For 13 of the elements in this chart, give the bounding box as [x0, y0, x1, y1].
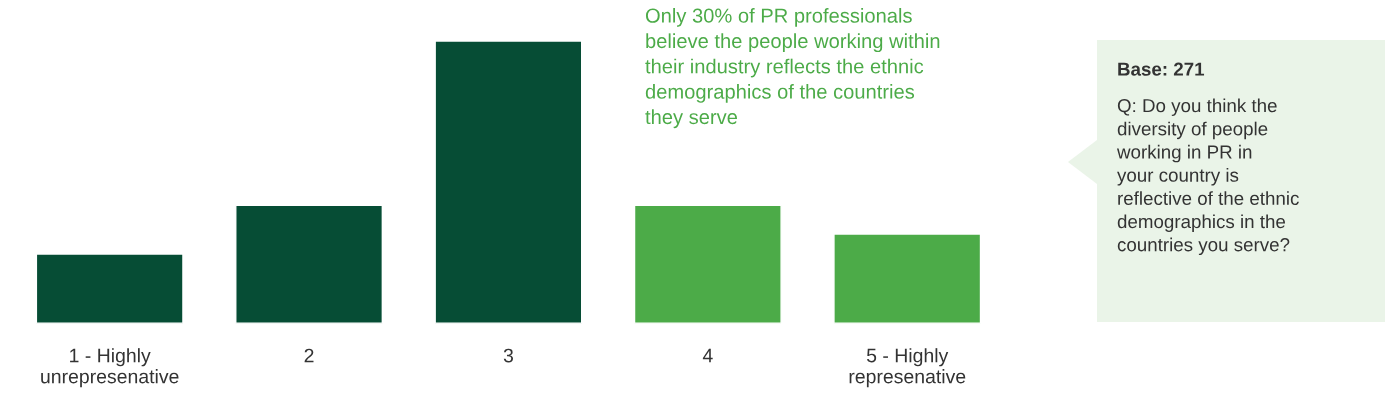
bar	[434, 41, 583, 324]
bar	[35, 253, 184, 324]
x-tick-label: 4	[702, 348, 713, 363]
bar	[633, 204, 782, 324]
bar	[833, 233, 982, 324]
text: Q: Do you think the diversity of people working in PR in your country is reflective of the ethnic demographics in the countries you serve?	[1116, 98, 1299, 256]
x-tick-label: 1 - Highly unrepresenative	[41, 348, 179, 388]
x-tick-label: 3	[503, 348, 513, 363]
annotation: Only 30% of PR professionals believe the people working within their industry reflects the ethnic demographics of the countries they serve	[645, 8, 940, 129]
x-tick-label: 2	[304, 348, 314, 363]
x-tick-label: 5 - Highly represenative	[849, 348, 966, 388]
bar	[235, 204, 384, 324]
text: Base: 271	[1118, 62, 1205, 76]
